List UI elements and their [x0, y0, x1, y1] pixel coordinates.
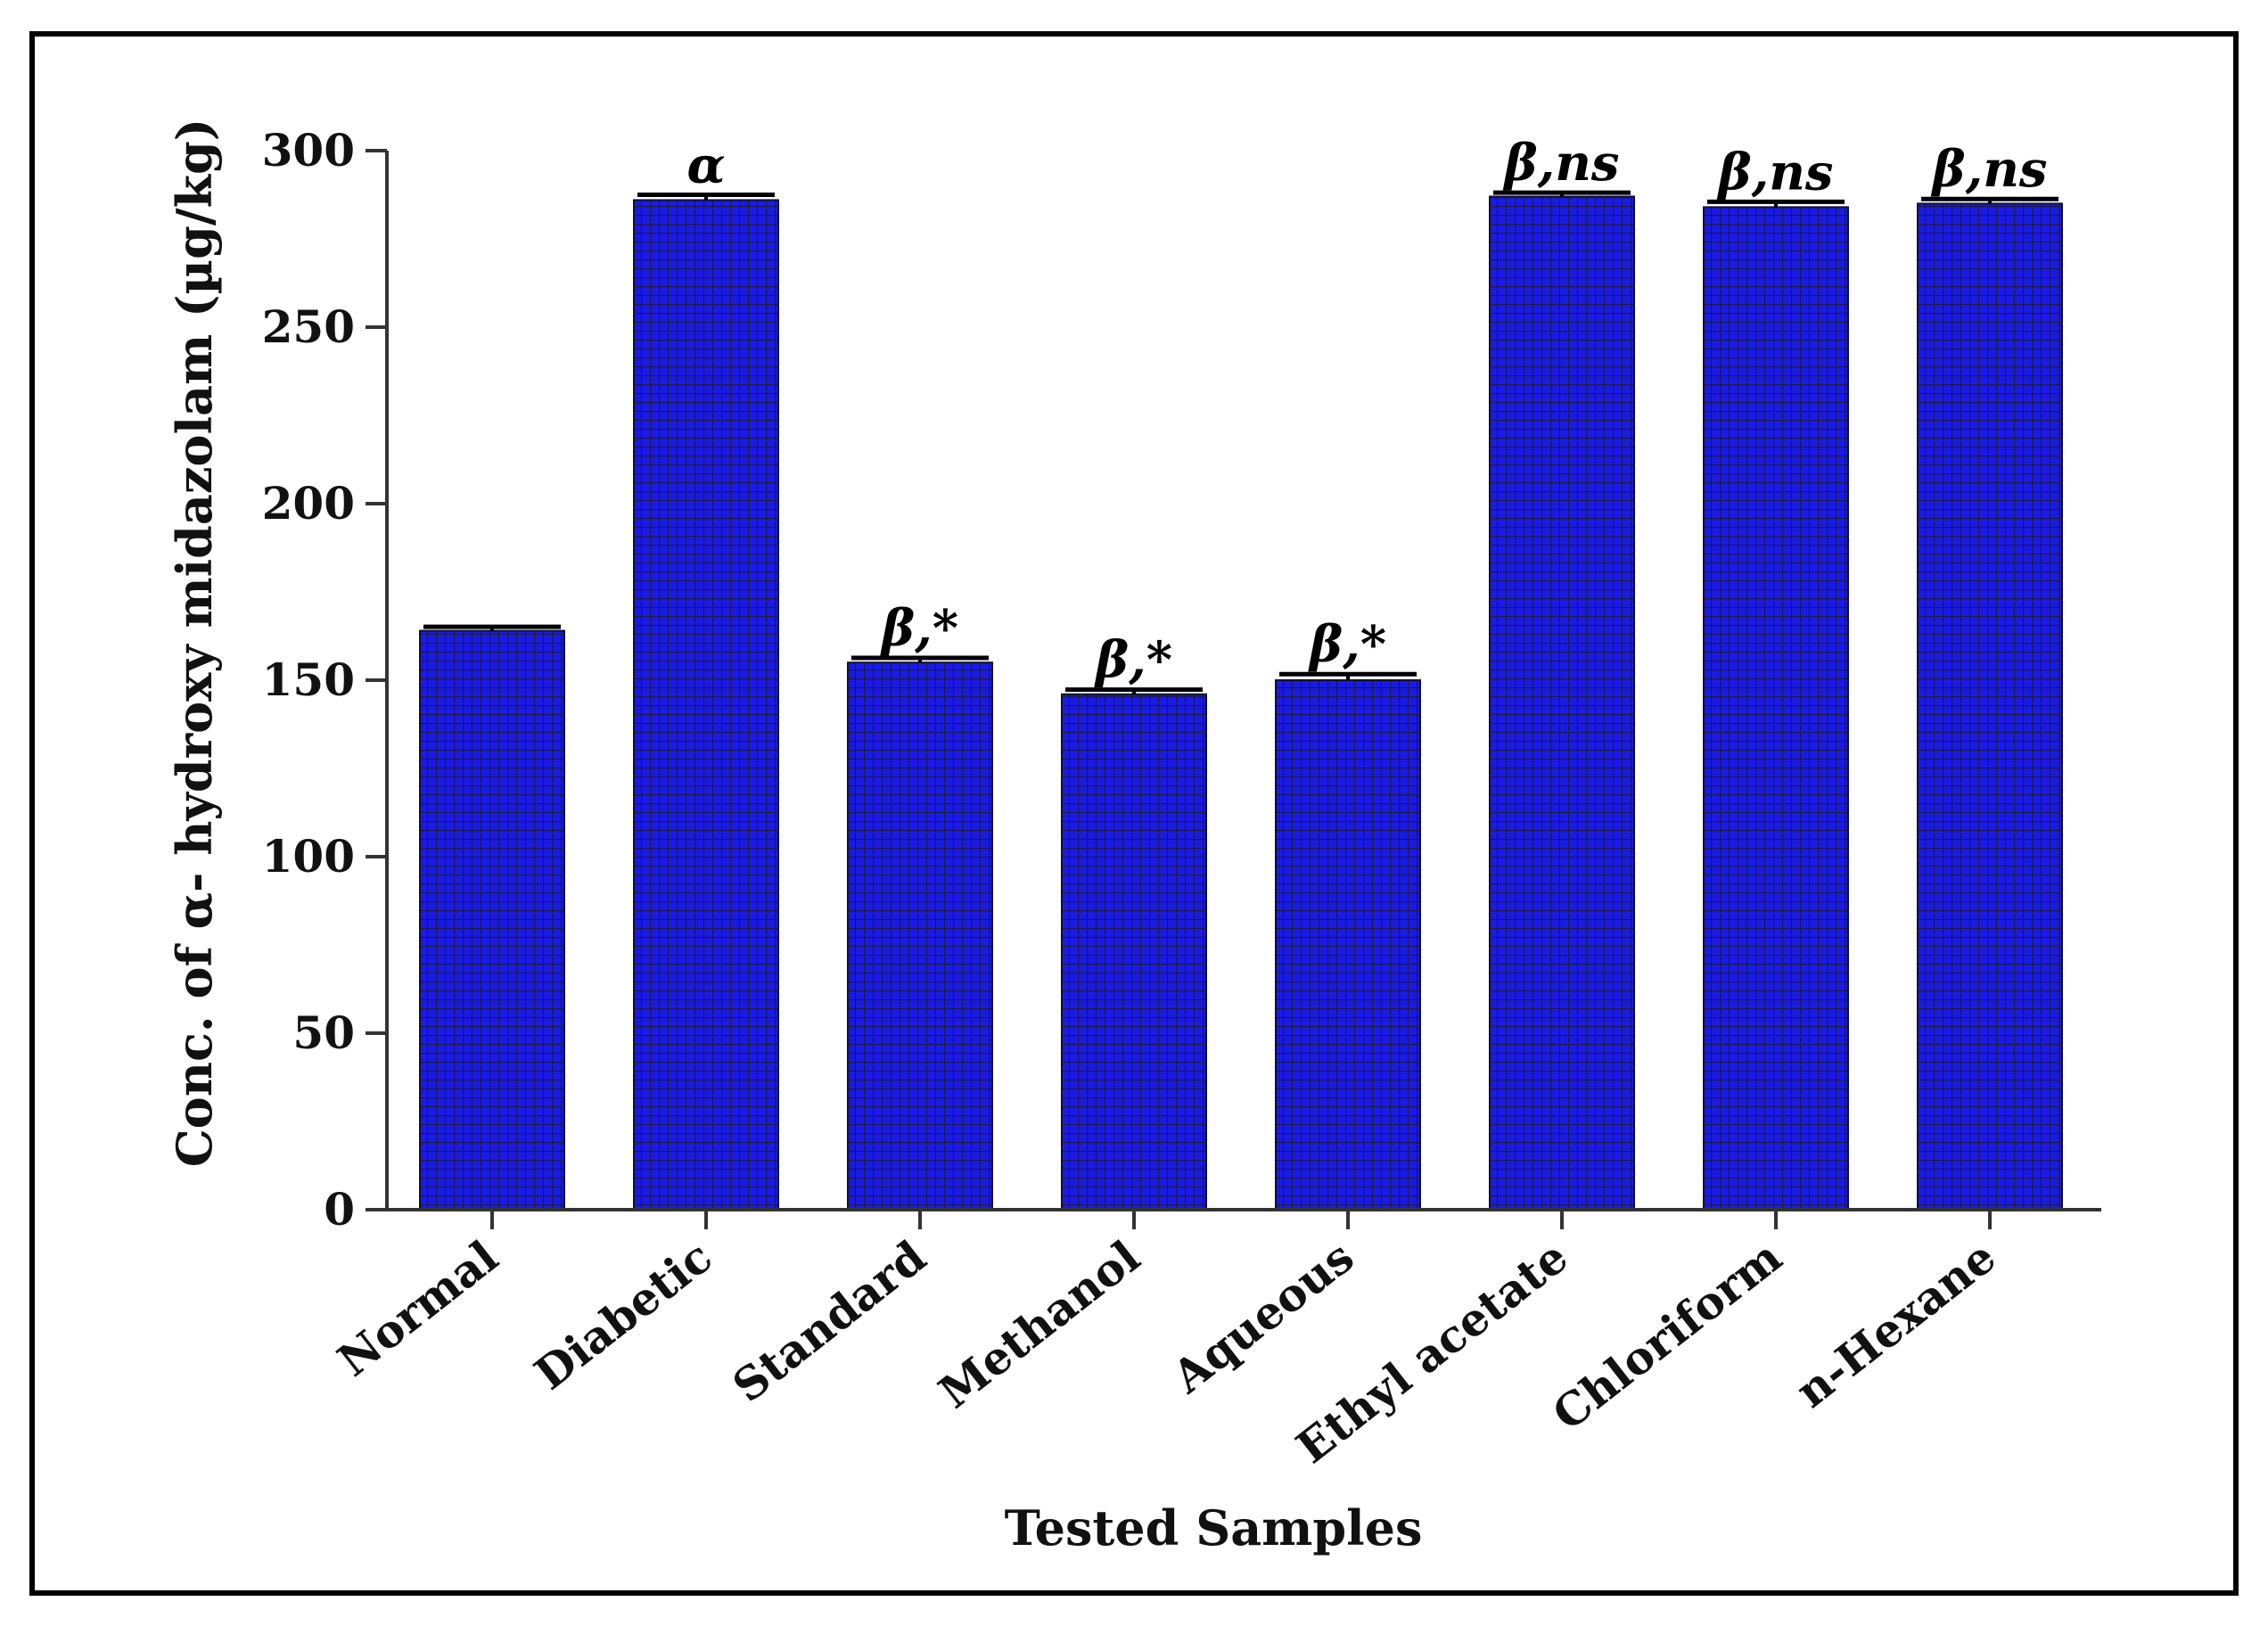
bar-methanol — [1061, 693, 1207, 1211]
x-tick-label: Chloriform — [1542, 1230, 1791, 1441]
x-tick-label: Standard — [723, 1230, 936, 1412]
bar-diabetic — [633, 199, 779, 1211]
bar-chloriform — [1703, 206, 1849, 1211]
y-tick-label: 150 — [262, 653, 355, 706]
axes-layer — [366, 149, 2101, 1229]
significance-label: β,ns — [1931, 140, 2048, 199]
y-tick-label: 200 — [262, 477, 355, 530]
significance-label: β,* — [1094, 631, 1172, 690]
x-tick-label: n-Hexane — [1786, 1230, 2005, 1418]
significance-label: β,* — [1308, 615, 1386, 674]
y-tick-label: 100 — [262, 830, 355, 883]
bar-standard — [847, 661, 993, 1211]
bar-aqueous — [1275, 679, 1421, 1211]
significance-label: β,* — [880, 599, 958, 658]
y-tick-label: 300 — [262, 124, 355, 177]
x-tick-label: Aqueous — [1162, 1230, 1363, 1404]
x-tick-label: Normal — [328, 1230, 508, 1387]
y-axis-title: Conc. of α- hydroxy midazolam (µg/kg) — [166, 119, 223, 1168]
significance-label: β,ns — [1503, 134, 1620, 193]
bar-normal — [419, 629, 565, 1211]
x-axis-title: Tested Samples — [1005, 1499, 1423, 1556]
bar-n-hexane — [1917, 202, 2063, 1211]
x-tick-label: Methanol — [929, 1230, 1149, 1418]
bar-ethyl-acetate — [1489, 195, 1635, 1211]
significance-label: α — [686, 136, 725, 194]
bar-chart: α β,* β,* β,* β,ns β,ns β,ns 0 50 100 150 200 250 300… — [166, 119, 2101, 1556]
y-tick-label: 250 — [262, 300, 355, 353]
y-tick-label: 0 — [324, 1183, 355, 1236]
x-tick-label: Diabetic — [525, 1230, 722, 1400]
significance-label: β,ns — [1717, 143, 1834, 201]
y-tick-label: 50 — [292, 1006, 355, 1059]
chart-frame: α β,* β,* β,* β,ns β,ns β,ns 0 50 100 150 200 250 300… — [29, 31, 2239, 1596]
bars-layer — [419, 190, 2063, 1211]
